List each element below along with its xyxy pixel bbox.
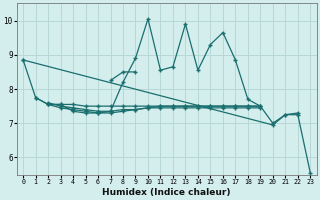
X-axis label: Humidex (Indice chaleur): Humidex (Indice chaleur)	[102, 188, 231, 197]
